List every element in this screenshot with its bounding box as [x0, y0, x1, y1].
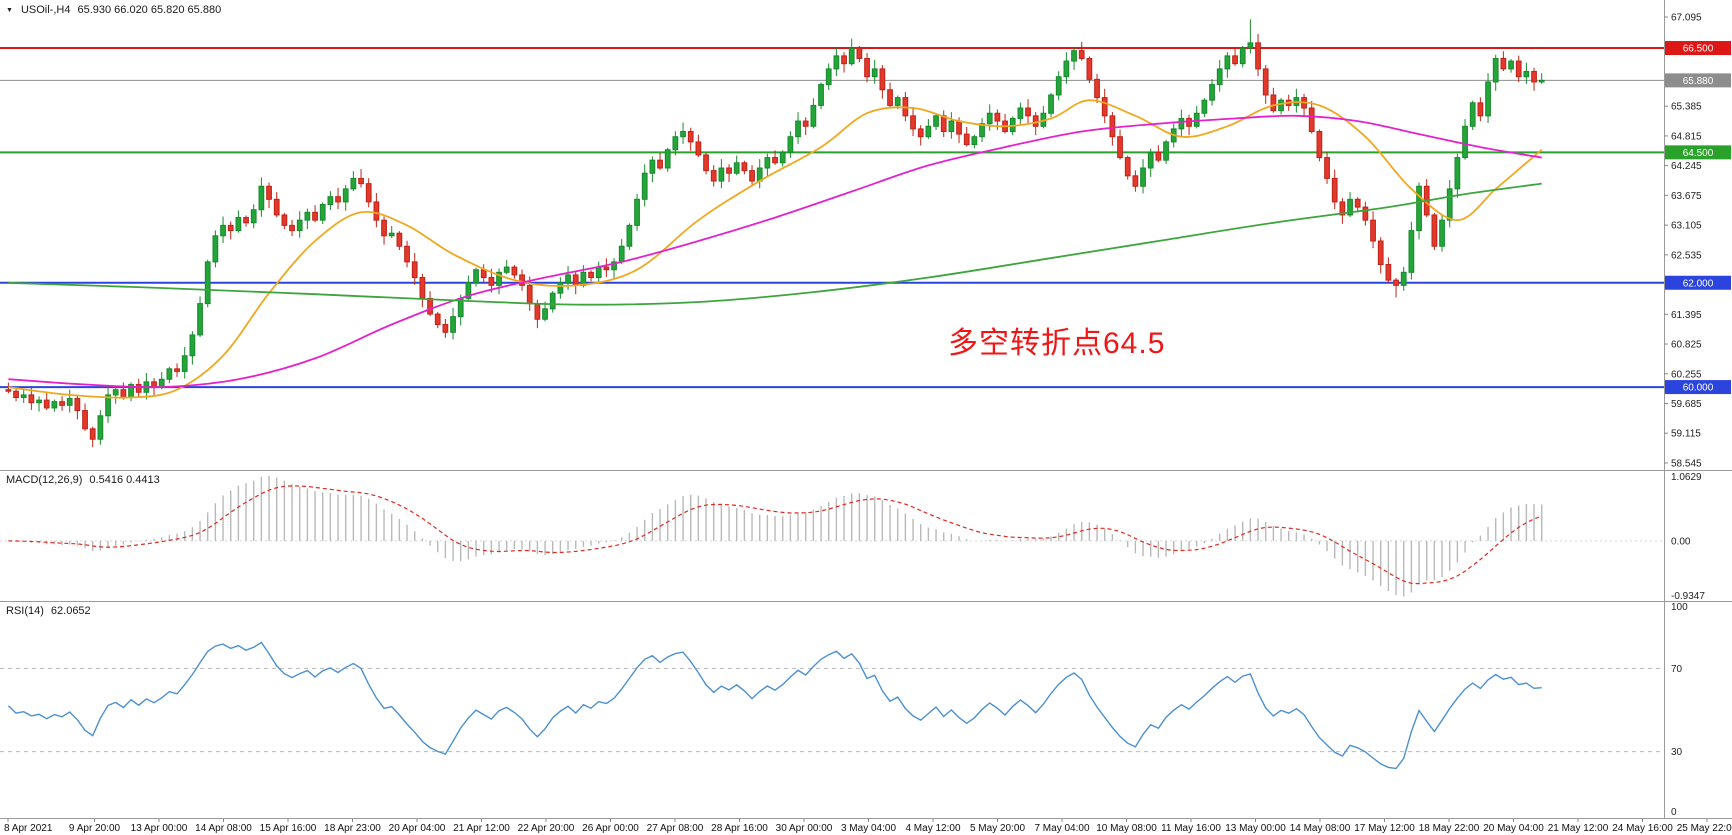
price-axis[interactable]: 67.095 65.385 64.815 64.245 63.675 63.105 62.5…: [1664, 13, 1731, 470]
rsi-indicator-label: RSI(14) 62.0652: [6, 605, 91, 617]
price-tick-label: 62.535: [1671, 250, 1702, 261]
rsi-axis[interactable]: 100 70 30 0: [1671, 602, 1688, 818]
candlestick-series: [5, 19, 1545, 448]
time-tick-label: 14 Apr 08:00: [195, 823, 252, 834]
macd-panel[interactable]: [0, 476, 1664, 597]
symbol-timeframe-label: USOil-,H4: [20, 4, 71, 16]
price-tick-label: 60.255: [1671, 369, 1702, 380]
price-tick-label: 67.095: [1671, 13, 1702, 24]
price-badge-60.000: 60.000: [1665, 380, 1731, 395]
price-tick-label: 61.395: [1671, 310, 1702, 321]
time-axis[interactable]: 8 Apr 2021 9 Apr 20:00 13 Apr 00:00 14 Apr …: [4, 819, 1732, 834]
price-tick-label: 60.825: [1671, 340, 1702, 351]
rsi-line: [7, 641, 1542, 770]
time-tick-label: 13 May 00:00: [1225, 823, 1286, 834]
price-tick-label: 64.815: [1671, 131, 1702, 142]
rsi-current-value: 62.0652: [50, 605, 91, 617]
price-tick-label: 63.675: [1671, 191, 1702, 202]
time-tick-label: 13 Apr 00:00: [131, 823, 188, 834]
time-tick-label: 4 May 12:00: [905, 823, 960, 834]
macd-axis-label: 0.00: [1671, 536, 1691, 547]
price-tick-label: 58.545: [1671, 458, 1702, 469]
price-tick-label: 64.245: [1671, 161, 1702, 172]
ohlc-values: 65.930 66.020 65.820 65.880: [77, 4, 222, 16]
price-tick-label: 59.685: [1671, 399, 1702, 410]
time-tick-label: 28 Apr 16:00: [711, 823, 768, 834]
price-badge-65.880: 65.880: [1665, 73, 1731, 88]
time-tick-label: 17 May 12:00: [1354, 823, 1415, 834]
time-tick-label: 9 Apr 20:00: [69, 823, 121, 834]
rsi-axis-label: 100: [1671, 602, 1688, 613]
ma-slow-line: [8, 182, 1542, 306]
time-tick-label: 5 May 20:00: [970, 823, 1025, 834]
time-tick-label: 22 Apr 20:00: [518, 823, 575, 834]
chart-title: ▼ USOil-,H4 65.930 66.020 65.820 65.880: [6, 4, 221, 16]
time-tick-label: 26 Apr 00:00: [582, 823, 639, 834]
rsi-axis-label: 70: [1671, 664, 1683, 675]
time-tick-label: 20 May 04:00: [1483, 823, 1544, 834]
rsi-axis-label: 30: [1671, 747, 1683, 758]
ma-mid-line: [8, 114, 1542, 389]
macd-current-values: 0.5416 0.4413: [89, 474, 160, 486]
ma-fast-line: [8, 99, 1543, 399]
macd-name: MACD(12,26,9): [6, 474, 83, 486]
macd-axis-label: -0.9347: [1671, 591, 1705, 602]
rsi-name: RSI(14): [6, 605, 44, 617]
svg-text:65.880: 65.880: [1683, 76, 1714, 87]
chart-annotation-text: 多空转折点64.5: [948, 327, 1166, 360]
time-tick-label: 11 May 16:00: [1161, 823, 1221, 834]
price-tick-label: 59.115: [1671, 429, 1701, 440]
price-badge-62.000: 62.000: [1665, 275, 1731, 290]
time-tick-label: 15 Apr 16:00: [260, 823, 317, 834]
symbol-dropdown-icon[interactable]: ▼: [6, 6, 13, 14]
time-tick-label: 20 Apr 04:00: [389, 823, 446, 834]
time-tick-label: 21 Apr 12:00: [453, 823, 510, 834]
time-tick-label: 24 May 16:00: [1612, 823, 1673, 834]
svg-text:60.000: 60.000: [1683, 383, 1714, 394]
macd-axis-label: 1.0629: [1671, 472, 1702, 483]
time-tick-label: 3 May 04:00: [841, 823, 896, 834]
macd-axis[interactable]: 1.0629 0.00 -0.9347: [1671, 472, 1705, 602]
svg-text:62.000: 62.000: [1683, 278, 1714, 289]
price-badge-64.500: 64.500: [1665, 145, 1731, 160]
time-tick-label: 7 May 04:00: [1034, 823, 1089, 834]
price-badge-66.500: 66.500: [1665, 41, 1731, 56]
svg-text:66.500: 66.500: [1683, 44, 1714, 55]
price-panel[interactable]: [0, 19, 1664, 448]
time-tick-label: 25 May 22:00: [1677, 823, 1732, 834]
price-tick-label: 65.385: [1671, 102, 1702, 113]
price-level-lines: [0, 47, 1664, 389]
svg-text:64.500: 64.500: [1683, 148, 1714, 159]
time-tick-label: 30 Apr 00:00: [776, 823, 833, 834]
price-tick-label: 63.105: [1671, 221, 1702, 232]
time-tick-label: 18 Apr 23:00: [324, 823, 381, 834]
rsi-axis-label: 0: [1671, 807, 1677, 818]
time-tick-label: 21 May 12:00: [1548, 823, 1609, 834]
rsi-panel[interactable]: [0, 641, 1664, 770]
macd-signal-line: [8, 485, 1542, 585]
time-tick-label: 18 May 22:00: [1419, 823, 1480, 834]
macd-histogram: [15, 476, 1543, 597]
macd-indicator-label: MACD(12,26,9) 0.5416 0.4413: [6, 474, 160, 486]
time-tick-label: 27 Apr 08:00: [647, 823, 704, 834]
time-tick-label: 10 May 08:00: [1096, 823, 1157, 834]
time-tick-label: 8 Apr 2021: [4, 823, 53, 834]
time-tick-label: 14 May 08:00: [1290, 823, 1351, 834]
